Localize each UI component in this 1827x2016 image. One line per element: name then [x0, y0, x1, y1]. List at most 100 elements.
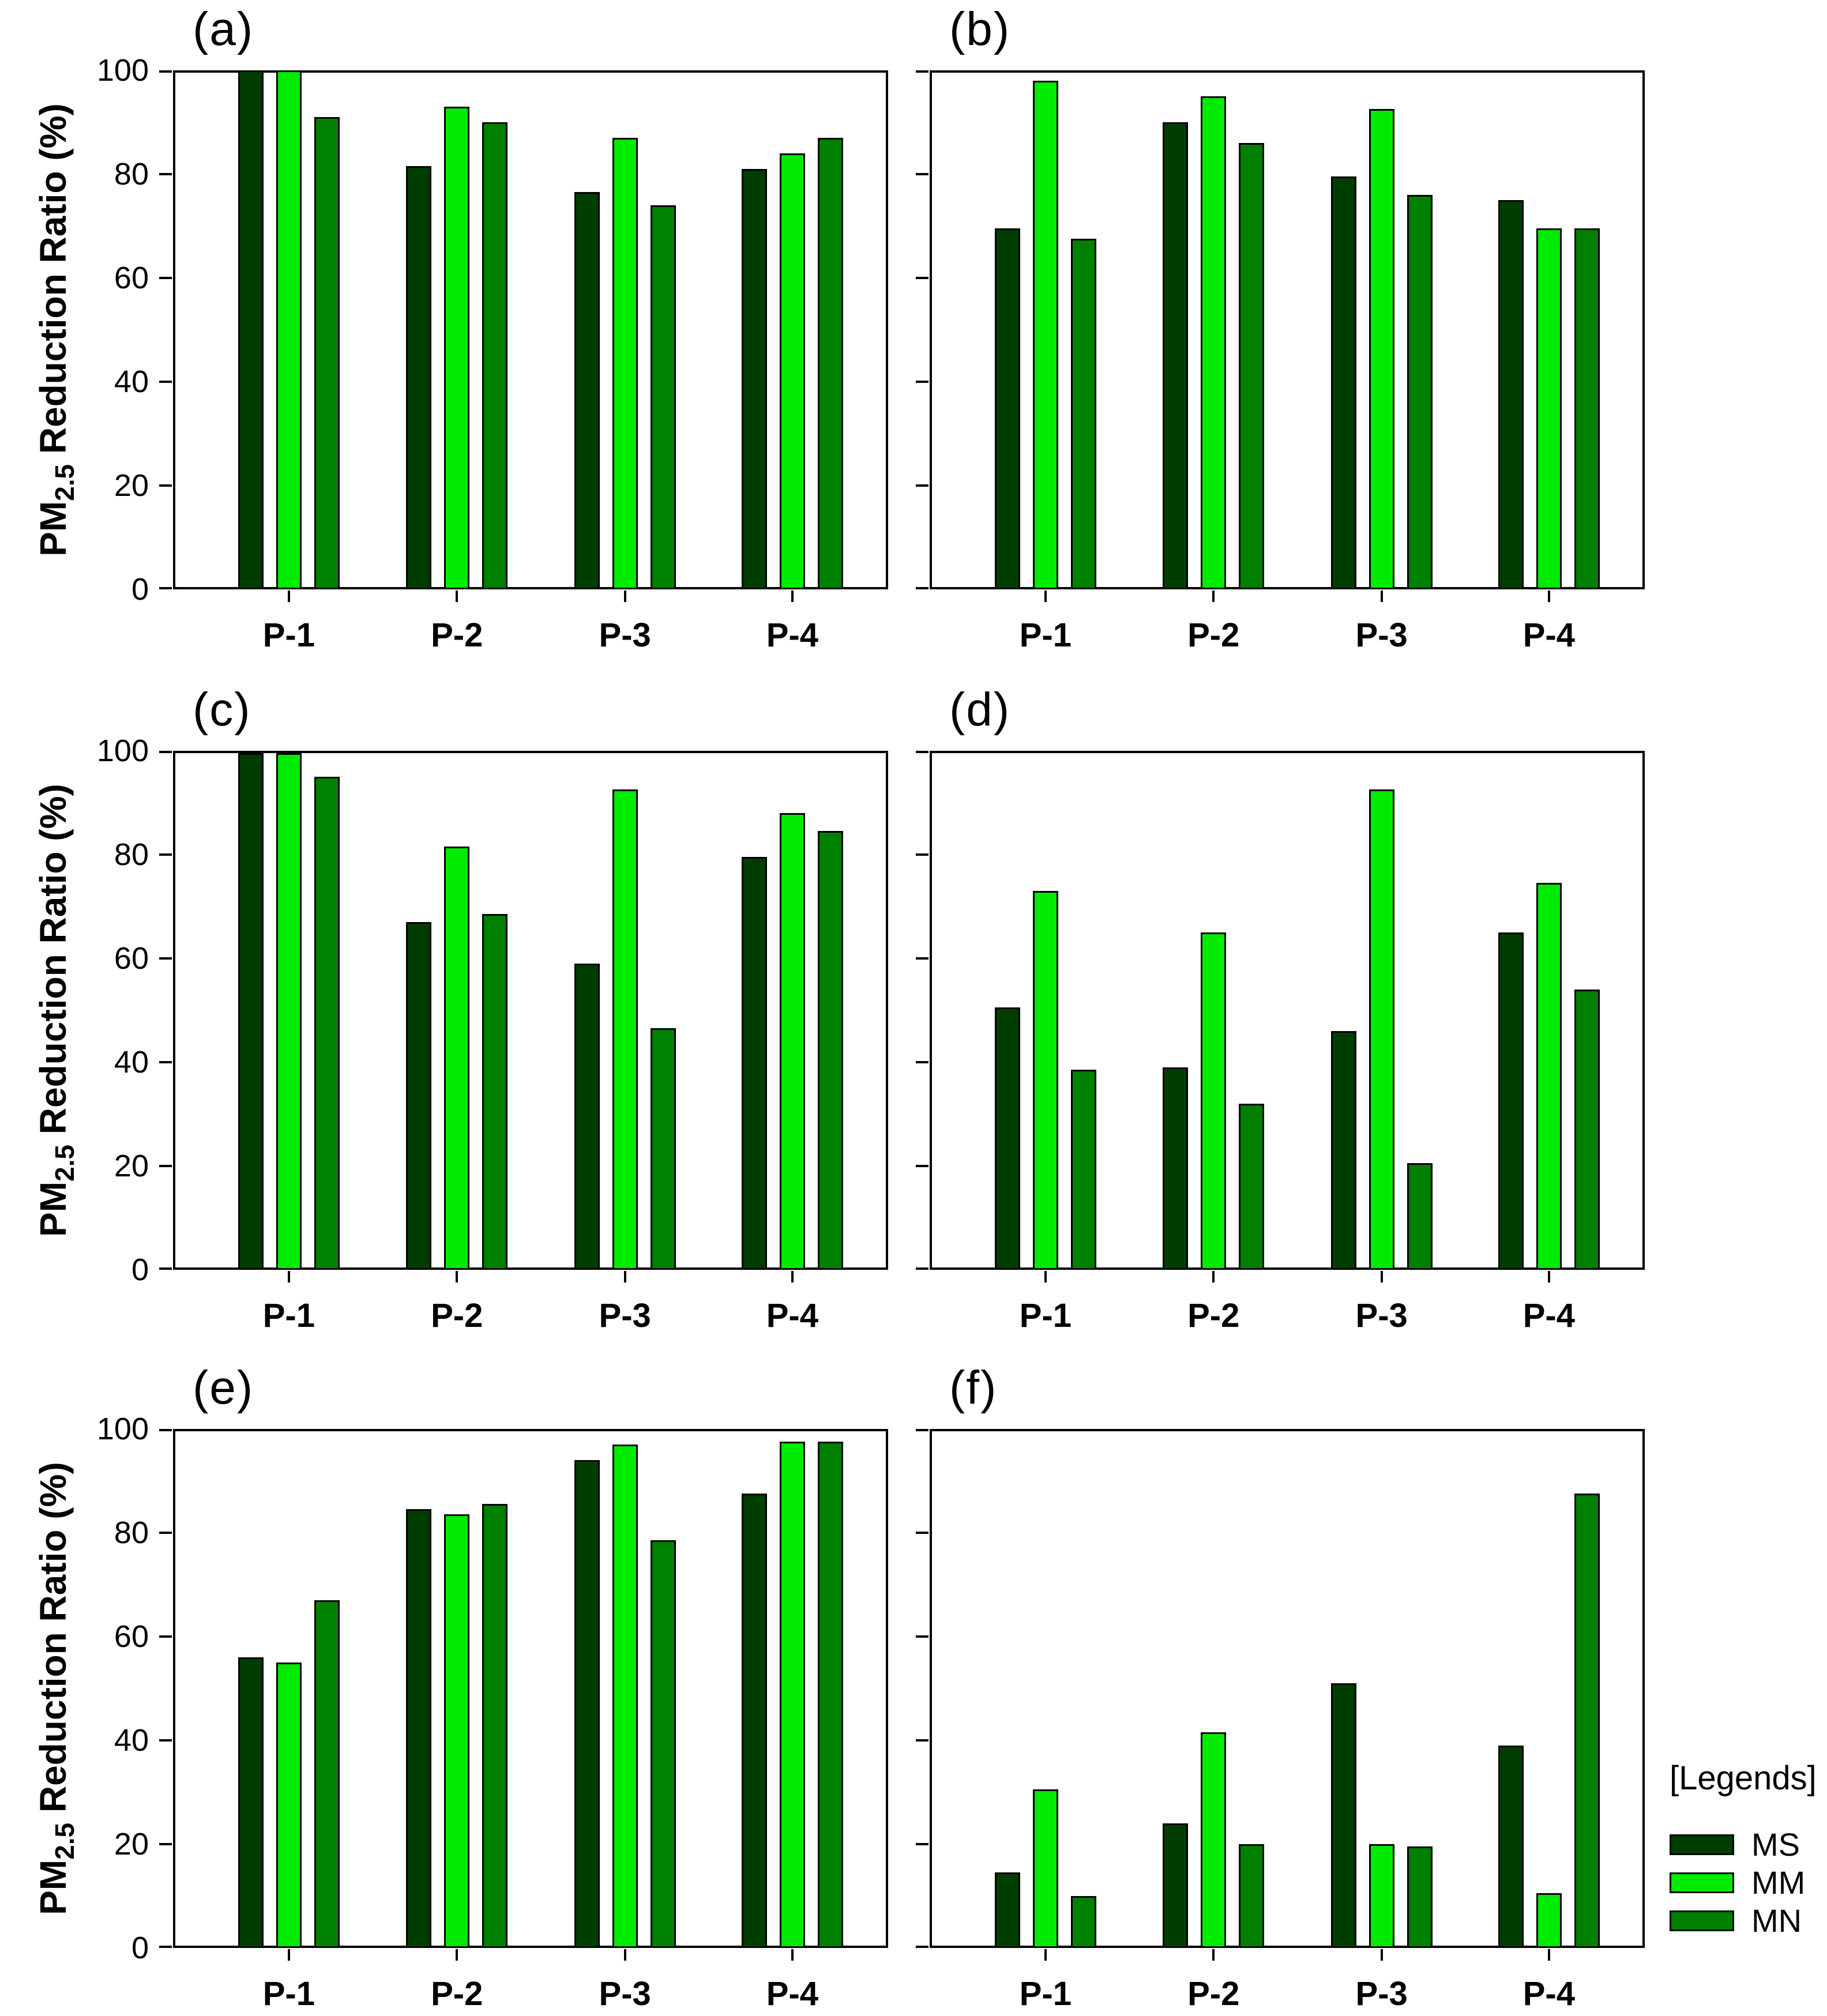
x-category-label: P-2 — [431, 1297, 483, 1334]
bar-MM-P-2 — [1201, 1732, 1226, 1948]
x-category-label: P-2 — [1187, 616, 1240, 654]
y-axis-tick — [916, 1061, 928, 1063]
legend-entry-MN: MN — [1670, 1902, 1825, 1940]
bar-MS-P-4 — [742, 169, 767, 589]
bar-MN-P-1 — [1071, 1070, 1096, 1270]
legend-entry-MM: MM — [1670, 1864, 1825, 1902]
x-category-label: P-3 — [599, 616, 651, 654]
x-category-label: P-1 — [1019, 1297, 1072, 1334]
x-axis-tick — [791, 590, 794, 602]
bar-MN-P-4 — [818, 831, 843, 1270]
y-tick-label: 60 — [114, 261, 149, 295]
x-axis-tick — [1380, 1271, 1383, 1282]
x-category-label: P-2 — [431, 1975, 483, 2013]
y-tick-label: 40 — [114, 1045, 149, 1080]
y-axis-title-row2: PM2.5 Reduction Ratio (%) — [29, 693, 80, 1327]
legend-swatch-MM — [1670, 1872, 1734, 1893]
x-category-label: P-2 — [1187, 1975, 1240, 2013]
legend-swatch-MN — [1670, 1910, 1734, 1931]
bar-MS-P-2 — [1163, 1067, 1188, 1270]
y-tick-label: 80 — [114, 1515, 149, 1550]
panel-a: (a) 0 20 40 60 80 100 P-1 P-2 P-3 P-4 — [97, 6, 888, 653]
bar-MS-P-3 — [574, 964, 600, 1270]
bar-MS-P-4 — [742, 1494, 767, 1948]
y-axis-tick — [159, 1165, 172, 1167]
x-category-label: P-4 — [766, 1975, 818, 2013]
bar-MM-P-3 — [1369, 1844, 1394, 1948]
x-axis-tick — [1547, 1949, 1550, 1961]
x-axis-tick — [1547, 590, 1550, 602]
x-category-label: P-1 — [1019, 1975, 1072, 2013]
y-axis-tick — [916, 173, 928, 175]
bar-MM-P-4 — [1536, 228, 1562, 589]
x-category-label: P-2 — [431, 616, 483, 654]
legend-swatch-MS — [1670, 1834, 1734, 1855]
x-category-label: P-1 — [262, 1297, 315, 1334]
y-axis-tick — [159, 587, 172, 589]
y-axis-tick — [159, 381, 172, 383]
y-axis-tick — [916, 1165, 928, 1167]
panel-letter: (e) — [193, 1361, 254, 1414]
x-category-label: P-3 — [1355, 1975, 1408, 2013]
legend-entry-label: MM — [1751, 1864, 1806, 1901]
bar-MM-P-2 — [1201, 932, 1226, 1270]
y-axis-tick — [159, 1635, 172, 1638]
bar-MN-P-2 — [1239, 143, 1264, 589]
y-axis-tick — [159, 1429, 172, 1431]
x-category-label: P-4 — [1522, 1297, 1575, 1334]
bar-MS-P-4 — [742, 857, 767, 1270]
x-axis-tick — [1212, 590, 1215, 602]
x-axis-tick — [456, 1949, 458, 1961]
bar-MN-P-4 — [1574, 228, 1600, 589]
x-category-label: P-1 — [262, 1975, 315, 2013]
panel-letter: (a) — [193, 3, 254, 55]
bar-MN-P-3 — [651, 205, 676, 589]
y-tick-label: 60 — [114, 1619, 149, 1654]
bar-MM-P-4 — [1536, 1893, 1562, 1948]
y-axis-tick — [159, 751, 172, 753]
y-axis-tick — [916, 1635, 928, 1638]
x-axis-tick — [1380, 1949, 1383, 1961]
legend-entry-MS: MS — [1670, 1826, 1825, 1864]
y-axis-tick — [159, 484, 172, 487]
bar-MN-P-3 — [1407, 1846, 1433, 1948]
y-tick-label: 20 — [114, 468, 149, 503]
y-axis-tick — [916, 1946, 928, 1948]
y-axis-tick — [916, 853, 928, 856]
bar-MN-P-2 — [1239, 1104, 1264, 1270]
y-axis-tick — [916, 381, 928, 383]
x-category-label: P-1 — [262, 616, 315, 654]
y-tick-label: 0 — [131, 1253, 149, 1287]
bar-MM-P-4 — [780, 153, 805, 589]
y-axis-tick — [159, 70, 172, 73]
legend-entry-label: MN — [1751, 1902, 1802, 1939]
panel-f: (f) P-1 P-2 P-3 P-4 — [916, 1364, 1645, 2011]
bar-MN-P-3 — [651, 1028, 676, 1270]
bar-MN-P-4 — [1574, 1494, 1600, 1948]
bar-MN-P-1 — [1071, 1896, 1096, 1948]
bar-MN-P-4 — [1574, 990, 1600, 1270]
x-category-label: P-3 — [599, 1297, 651, 1334]
bar-MM-P-1 — [1033, 81, 1058, 589]
panel-d: (d) P-1 P-2 P-3 P-4 — [916, 686, 1645, 1333]
y-tick-label: 0 — [131, 572, 149, 607]
bar-MM-P-2 — [444, 1514, 469, 1948]
y-tick-label: 40 — [114, 364, 149, 399]
x-axis-tick — [1380, 590, 1383, 602]
y-axis-tick — [159, 1267, 172, 1270]
y-axis-tick — [159, 1061, 172, 1063]
legend-entries: MS MM MN — [1670, 1826, 1825, 1940]
x-axis-tick — [456, 1271, 458, 1282]
y-axis-tick — [916, 1739, 928, 1742]
x-axis-tick — [1044, 590, 1047, 602]
y-tick-label: 20 — [114, 1149, 149, 1183]
y-axis-title-row1: PM2.5 Reduction Ratio (%) — [29, 13, 80, 647]
bar-MM-P-3 — [612, 789, 638, 1270]
x-axis-tick — [1547, 1271, 1550, 1282]
bar-MS-P-1 — [238, 70, 264, 589]
legend-title: [Legends] — [1670, 1759, 1817, 1797]
bar-MM-P-2 — [444, 107, 469, 589]
y-axis-tick — [916, 751, 928, 753]
y-axis-tick — [916, 1532, 928, 1534]
bar-MN-P-4 — [818, 138, 843, 589]
